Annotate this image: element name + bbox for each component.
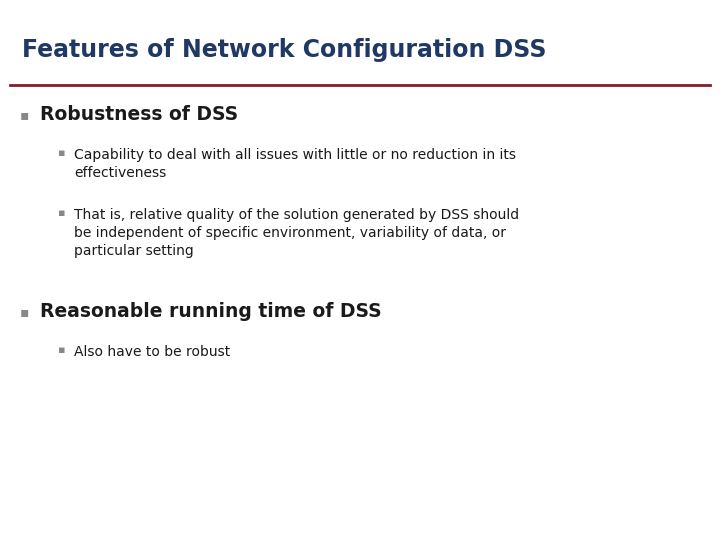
Text: Capability to deal with all issues with little or no reduction in its
effectiven: Capability to deal with all issues with … [74,148,516,180]
Text: ▪: ▪ [20,305,30,319]
Text: ▪: ▪ [58,345,66,355]
Text: Features of Network Configuration DSS: Features of Network Configuration DSS [22,38,546,62]
Text: Also have to be robust: Also have to be robust [74,345,230,359]
Text: ▪: ▪ [58,208,66,218]
Text: ▪: ▪ [20,108,30,122]
Text: Robustness of DSS: Robustness of DSS [40,105,238,124]
Text: Reasonable running time of DSS: Reasonable running time of DSS [40,302,382,321]
Text: That is, relative quality of the solution generated by DSS should
be independent: That is, relative quality of the solutio… [74,208,519,258]
Text: ▪: ▪ [58,148,66,158]
